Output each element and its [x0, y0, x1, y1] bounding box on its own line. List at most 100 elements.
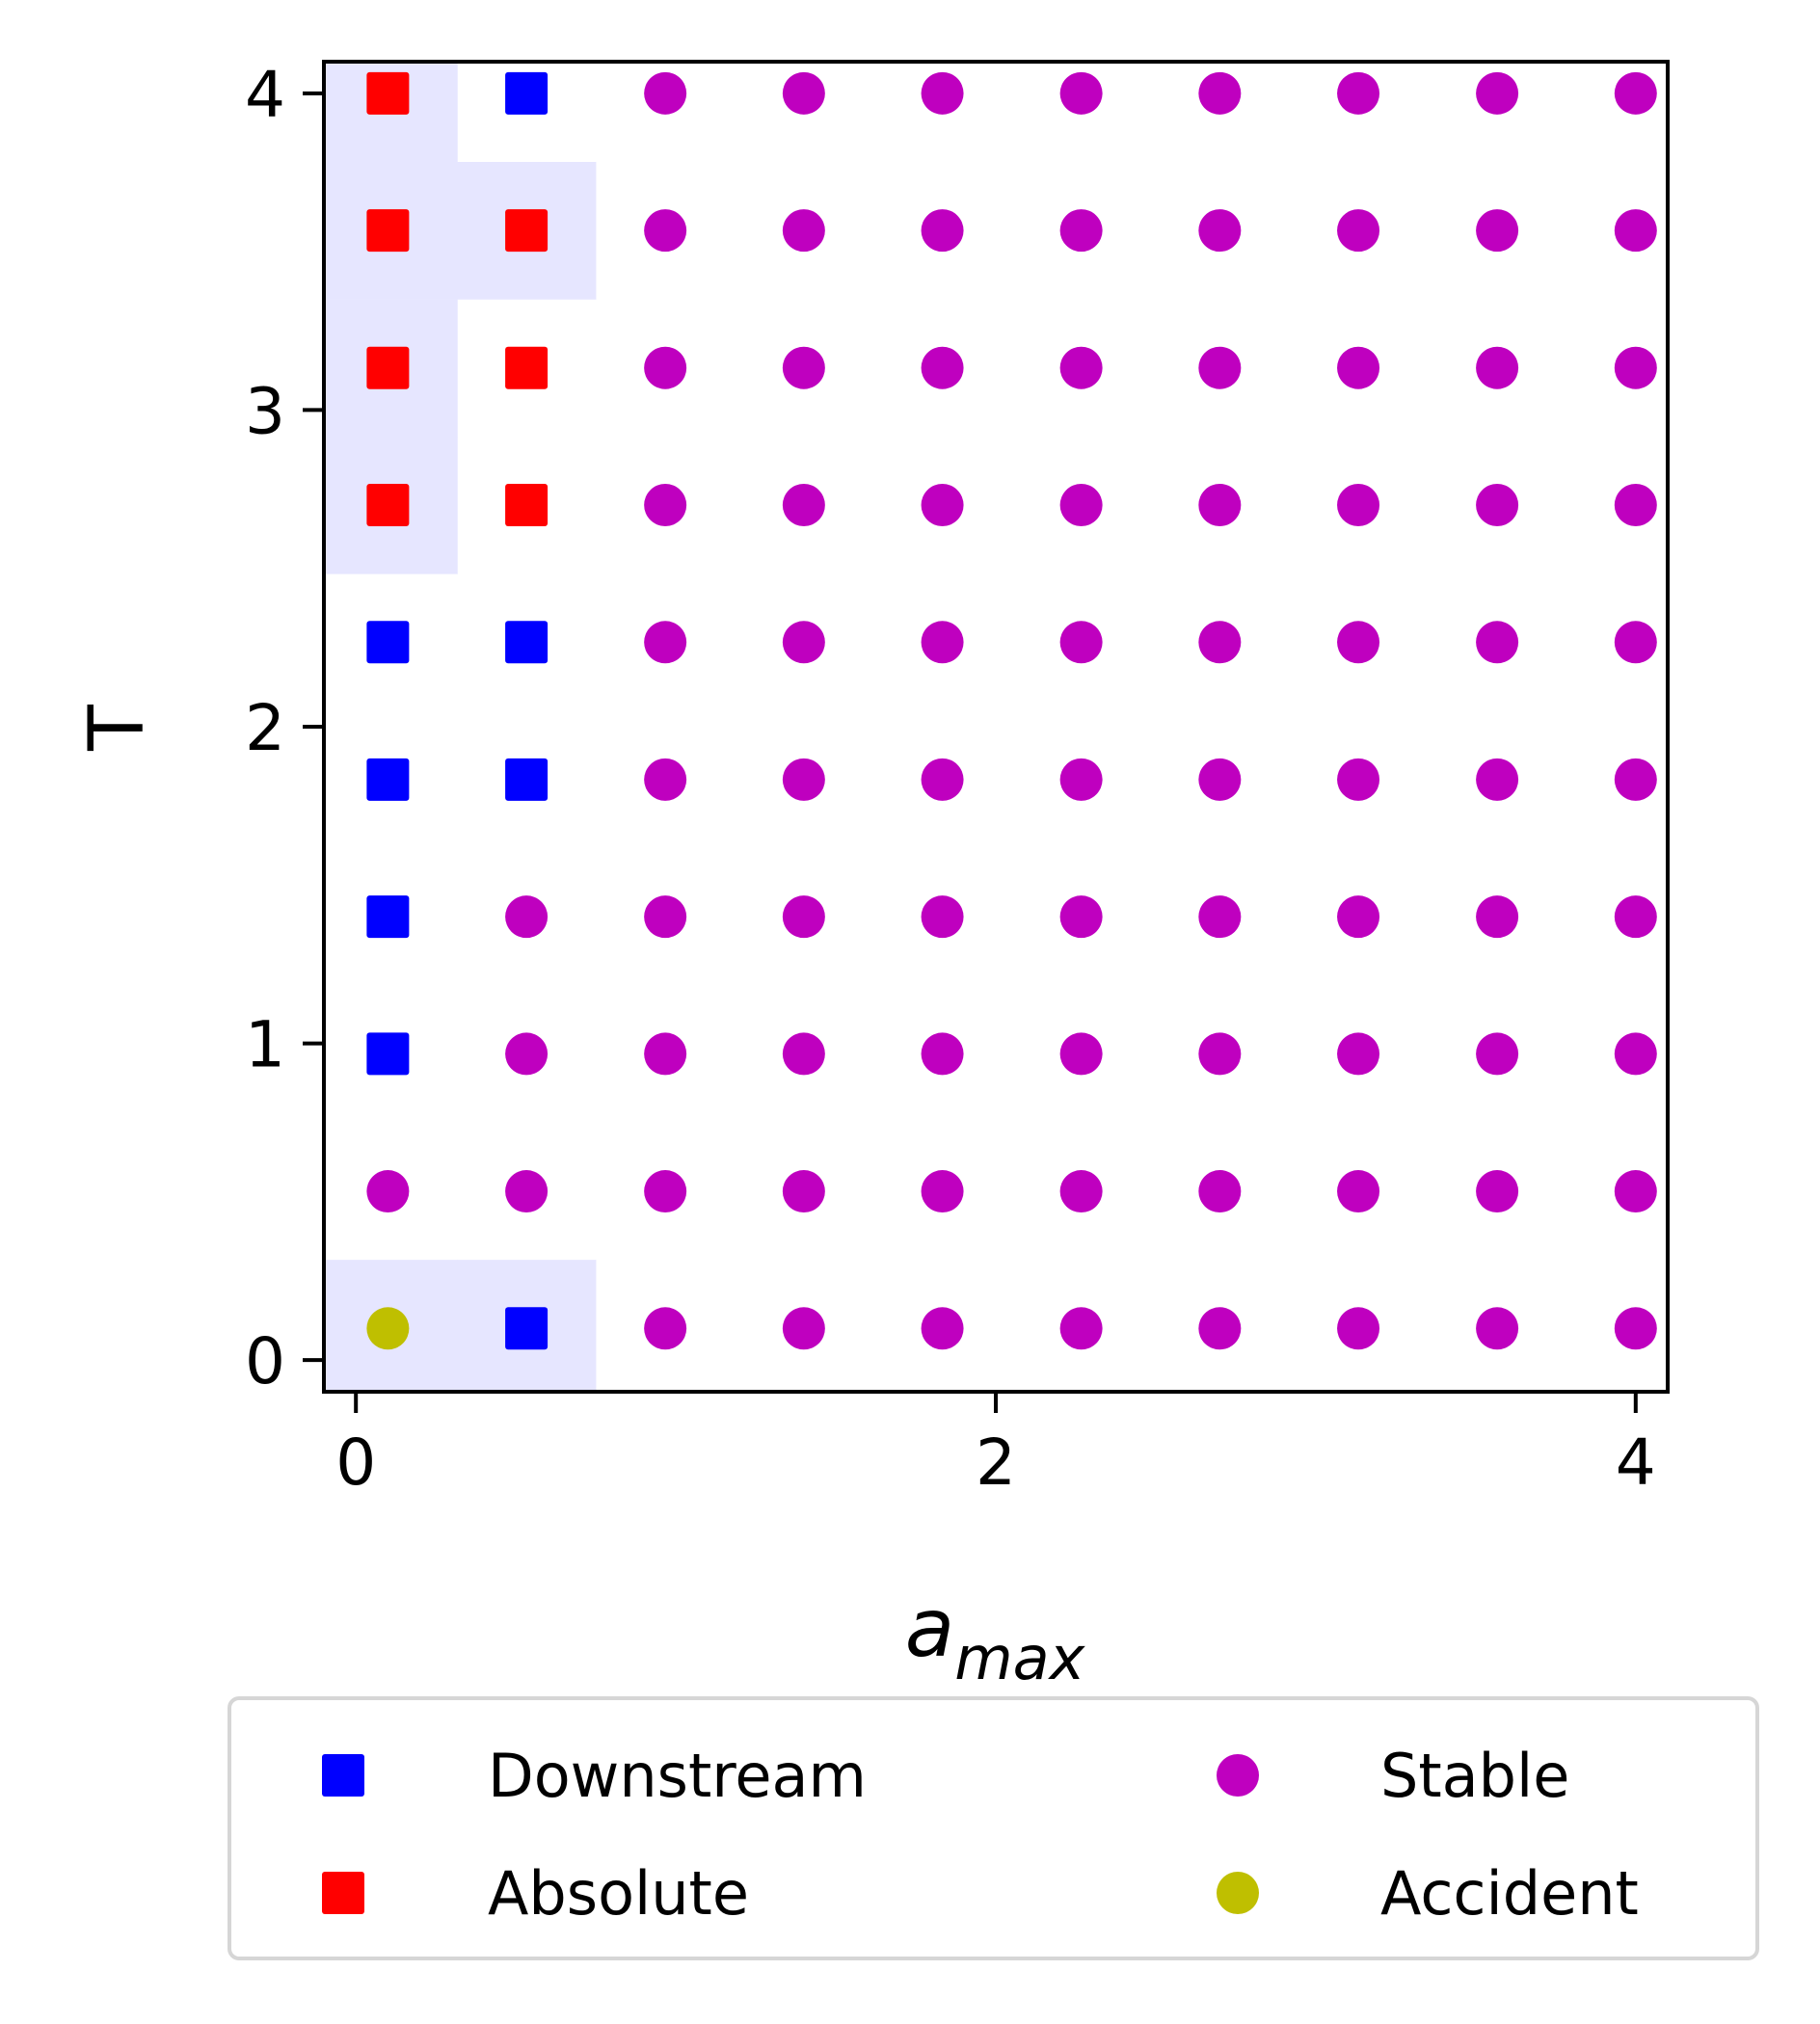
stable-point	[1614, 1170, 1657, 1213]
absolute-point	[366, 209, 410, 253]
stable-point	[1198, 346, 1242, 389]
stable-point	[1059, 621, 1103, 664]
stable-point	[1476, 484, 1519, 526]
stable-point	[1337, 1170, 1380, 1213]
stable-point	[921, 484, 964, 526]
legend-frame	[228, 1696, 1759, 1960]
y-tick-label: 4	[245, 58, 285, 132]
stable-point	[1198, 621, 1242, 664]
stable-point	[1059, 1307, 1103, 1350]
stable-point	[1614, 758, 1657, 801]
stable-point	[1476, 209, 1519, 253]
stable-point	[1614, 71, 1657, 115]
stable-point	[644, 1307, 687, 1350]
stable-point	[1198, 1307, 1242, 1350]
stable-point	[921, 71, 964, 115]
stable-point	[644, 71, 687, 115]
stable-point	[782, 1032, 825, 1076]
downstream-point	[366, 621, 410, 664]
stable-point	[1614, 1307, 1657, 1350]
stable-point	[1198, 895, 1242, 939]
accident-legend-marker	[1217, 1872, 1259, 1914]
stable-point	[1198, 484, 1242, 526]
stable-point	[1059, 71, 1103, 115]
stable-point	[1476, 1307, 1519, 1350]
stable-point	[782, 1170, 825, 1213]
stable-point	[644, 346, 687, 389]
stable-point	[1059, 758, 1103, 801]
stable-point	[644, 484, 687, 526]
stable-point	[1476, 895, 1519, 939]
downstream-point	[505, 71, 549, 115]
stable-point	[1337, 1307, 1380, 1350]
stable-point	[1059, 484, 1103, 526]
stable-point	[782, 209, 825, 253]
absolute-point	[505, 346, 549, 389]
downstream-point	[505, 1307, 549, 1350]
legend-items: Downstream Absolute Stable Accident	[322, 1741, 1639, 1929]
stable-point	[921, 758, 964, 801]
stable-point	[644, 1032, 687, 1076]
shaded-region-layer	[324, 62, 597, 1393]
stable-point	[1198, 758, 1242, 801]
stable-point	[782, 346, 825, 389]
stable-point	[782, 484, 825, 526]
legend-item-accident: Accident	[1217, 1858, 1639, 1929]
stable-point	[1476, 346, 1519, 389]
legend-label: Accident	[1380, 1858, 1639, 1929]
stable-point	[1614, 484, 1657, 526]
stable-point	[1198, 1032, 1242, 1076]
legend-item-stable: Stable	[1217, 1741, 1569, 1811]
legend-label: Downstream	[488, 1741, 867, 1811]
downstream-point	[505, 758, 549, 801]
stable-point	[921, 1032, 964, 1076]
downstream-point	[366, 758, 410, 801]
stable-point	[1337, 895, 1380, 939]
stable-point	[644, 209, 687, 253]
stable-point	[1059, 1170, 1103, 1213]
stable-point	[1337, 1032, 1380, 1076]
absolute-point	[505, 484, 549, 526]
stable-point	[782, 1307, 825, 1350]
stable-point	[1476, 71, 1519, 115]
stable-point	[921, 1307, 964, 1350]
x-tick-label: 4	[1616, 1425, 1656, 1500]
stable-point	[782, 895, 825, 939]
stable-point	[1476, 758, 1519, 801]
stable-point	[1337, 346, 1380, 389]
x-tick-label: 2	[976, 1425, 1016, 1500]
downstream-point	[505, 621, 549, 664]
absolute-point	[366, 484, 410, 526]
stable-point	[1337, 758, 1380, 801]
x-axis-ticks: 0 2 4	[335, 1392, 1656, 1500]
stable-point	[1059, 346, 1103, 389]
stable-point	[1337, 71, 1380, 115]
stable-point	[921, 1170, 964, 1213]
stable-point	[921, 346, 964, 389]
absolute-legend-marker	[322, 1872, 364, 1914]
stable-point	[505, 1170, 549, 1213]
stable-point	[505, 1032, 549, 1076]
stable-point	[1614, 346, 1657, 389]
x-tick-label: 0	[335, 1425, 376, 1500]
stable-point	[1476, 621, 1519, 664]
legend-item-absolute: Absolute	[322, 1858, 749, 1929]
stable-point	[1614, 895, 1657, 939]
stable-point	[1476, 1032, 1519, 1076]
stable-point	[782, 71, 825, 115]
accident-point	[366, 1307, 410, 1350]
stable-point	[644, 1170, 687, 1213]
y-tick-label: 3	[245, 374, 285, 448]
stable-point	[1059, 1032, 1103, 1076]
downstream-point	[366, 1032, 410, 1076]
x-axis-title-subscript: max	[954, 1623, 1085, 1693]
legend-item-downstream: Downstream	[322, 1741, 867, 1811]
downstream-legend-marker	[322, 1754, 364, 1797]
downstream-point	[366, 895, 410, 939]
stable-point	[1614, 621, 1657, 664]
absolute-point	[505, 209, 549, 253]
stable-point	[921, 209, 964, 253]
stable-point	[366, 1170, 410, 1213]
stable-point	[1614, 1032, 1657, 1076]
